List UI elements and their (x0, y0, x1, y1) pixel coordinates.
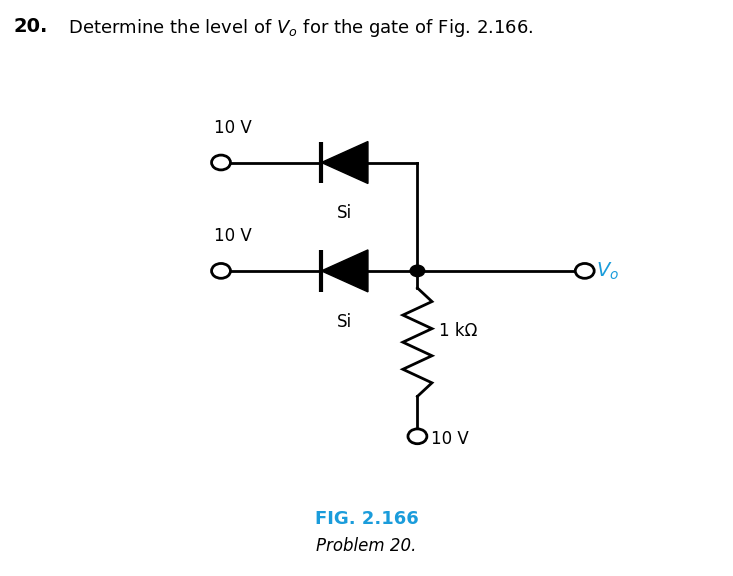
Circle shape (410, 265, 424, 276)
Circle shape (408, 429, 427, 444)
Text: 10 V: 10 V (214, 119, 251, 137)
Text: $V_o$: $V_o$ (596, 260, 619, 282)
Text: Si: Si (337, 313, 353, 331)
Polygon shape (321, 142, 368, 184)
Text: 10 V: 10 V (214, 227, 251, 245)
Text: 1 kΩ: 1 kΩ (439, 322, 478, 340)
Circle shape (575, 263, 594, 278)
Text: FIG. 2.166: FIG. 2.166 (314, 510, 419, 528)
Text: 20.: 20. (14, 17, 48, 36)
Text: Determine the level of $V_o$ for the gate of Fig. 2.166.: Determine the level of $V_o$ for the gat… (57, 17, 534, 39)
Text: 10 V: 10 V (430, 430, 468, 448)
Circle shape (212, 155, 230, 170)
Polygon shape (321, 250, 368, 292)
Text: Problem 20.: Problem 20. (317, 537, 416, 555)
Circle shape (212, 263, 230, 278)
Text: Si: Si (337, 204, 353, 222)
